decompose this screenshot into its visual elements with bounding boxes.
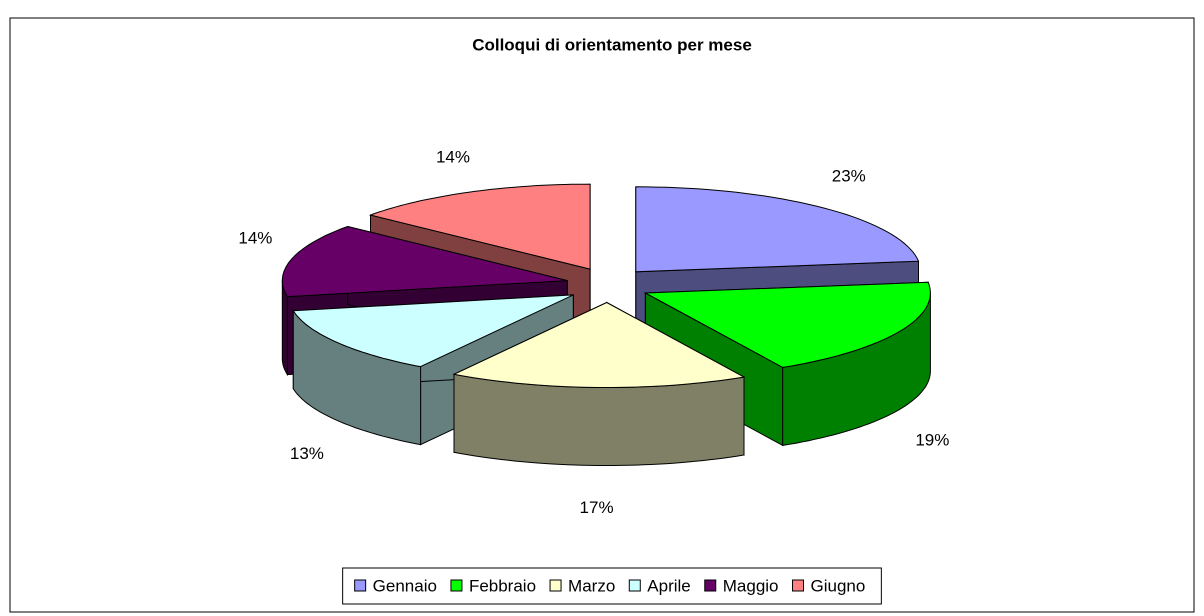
slice: [292, 294, 574, 368]
legend-label: Aprile: [647, 576, 690, 595]
legend-label: Gennaio: [373, 576, 437, 595]
legend-swatch: [704, 579, 717, 592]
slice: [281, 225, 568, 298]
data-label: 19%: [915, 431, 949, 450]
slice: [635, 186, 920, 273]
data-label: 23%: [832, 167, 866, 186]
data-label: 14%: [238, 229, 272, 248]
slice: [643, 281, 931, 368]
data-label: 14%: [436, 147, 470, 166]
data-label: 17%: [580, 498, 614, 517]
legend-swatch: [450, 579, 463, 592]
legend-swatch: [354, 579, 367, 592]
slice: [452, 301, 746, 388]
legend-label: Febbraio: [469, 576, 536, 595]
legend-swatch: [628, 579, 641, 592]
legend-swatch: [792, 579, 805, 592]
legend: [342, 567, 882, 605]
slice: [368, 183, 591, 270]
data-label: 13%: [290, 444, 324, 463]
legend-label: Maggio: [723, 576, 779, 595]
chart-title: Colloqui di orientamento per mese: [472, 35, 752, 54]
legend-swatch: [549, 579, 562, 592]
legend-label: Giugno: [811, 576, 866, 595]
legend-label: Marzo: [568, 576, 615, 595]
